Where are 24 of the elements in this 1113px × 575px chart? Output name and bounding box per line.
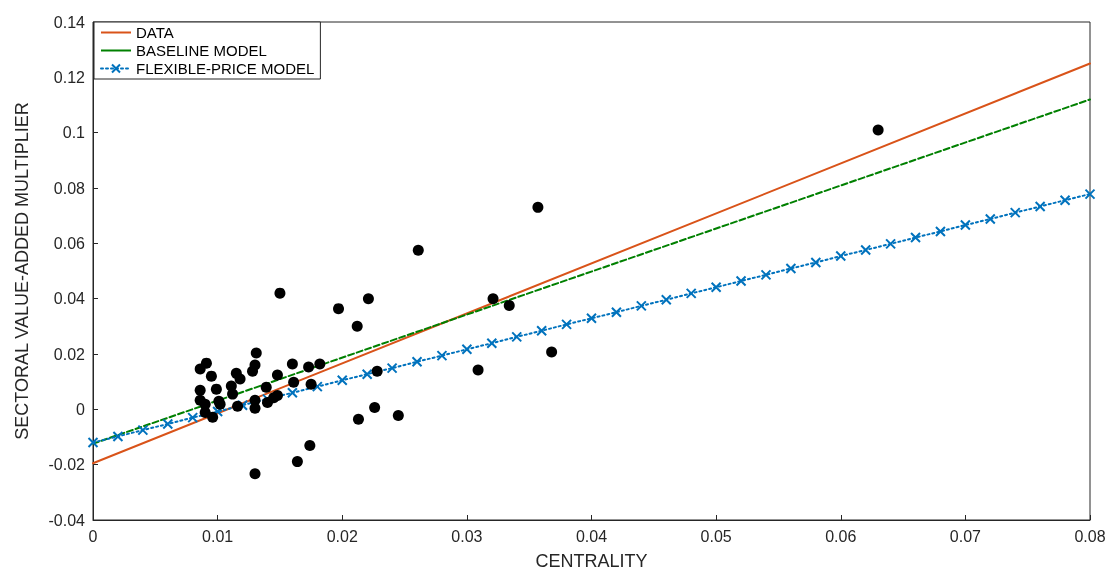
y-tick-label: 0.1 <box>62 124 86 142</box>
y-axis-title: SECTORAL VALUE-ADDED MULTIPLIER <box>12 102 32 440</box>
x-tick-label: 0.03 <box>451 527 483 545</box>
x-tick-label: 0.04 <box>575 527 608 545</box>
y-tick-label: 0.14 <box>53 13 86 31</box>
x-tick-label: 0 <box>88 527 98 545</box>
y-tick-label: -0.02 <box>48 456 86 474</box>
x-tick-label: 0.08 <box>1074 527 1106 545</box>
x-tick-label: 0.05 <box>700 527 732 545</box>
y-tick-label: 0.04 <box>53 290 86 308</box>
x-tick-label: 0.02 <box>326 527 358 545</box>
y-tick-label: -0.04 <box>48 511 86 529</box>
y-tick-label: 0.08 <box>53 179 86 197</box>
y-tick-label: 0.12 <box>53 68 86 86</box>
y-tick-label: 0 <box>76 400 86 418</box>
legend-label: FLEXIBLE-PRICE MODEL <box>136 60 315 77</box>
y-tick-label: 0.02 <box>53 345 86 363</box>
x-axis-title: CENTRALITY <box>535 551 648 571</box>
legend-label: DATA <box>136 24 174 41</box>
x-tick-label: 0.06 <box>825 527 857 545</box>
y-tick-label: 0.06 <box>53 234 86 252</box>
legend-label: BASELINE MODEL <box>136 42 267 59</box>
x-tick-label: 0.01 <box>202 527 234 545</box>
x-tick-label: 0.07 <box>949 527 982 545</box>
